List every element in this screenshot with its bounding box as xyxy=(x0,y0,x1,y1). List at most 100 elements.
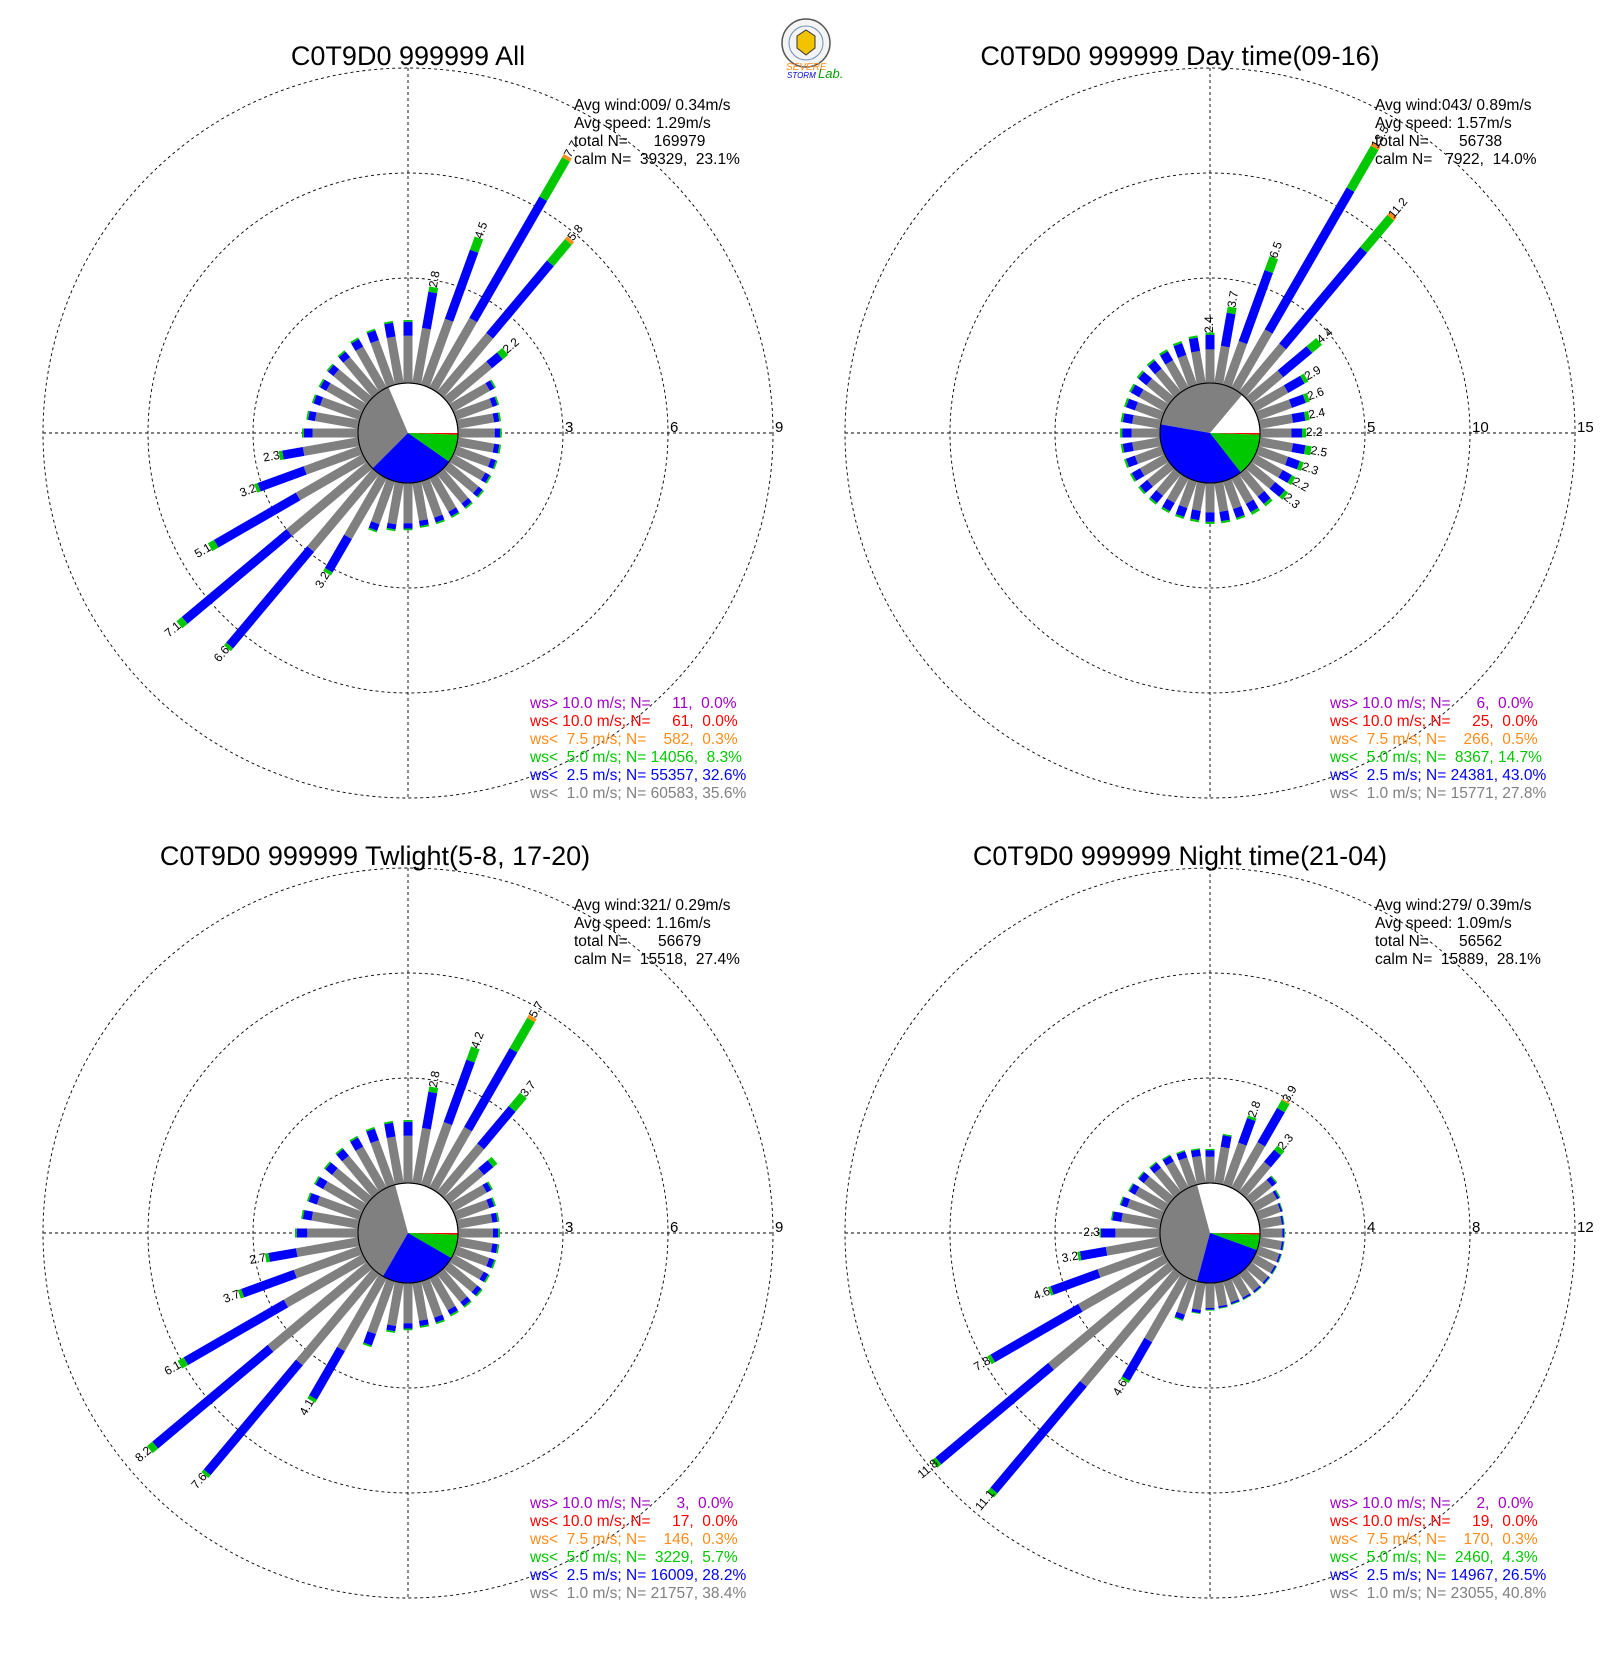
legend-entry: ws< 1.0 m/s; N= 15771, 27.8% xyxy=(1329,785,1546,802)
ring-label: 6 xyxy=(670,419,678,436)
bar-segment xyxy=(320,397,363,421)
stat-line: Avg speed: 1.16m/s xyxy=(574,915,711,932)
bar-segment xyxy=(448,507,459,517)
bar-segment xyxy=(1129,1183,1140,1195)
bar-segment xyxy=(1079,1268,1182,1387)
bar-segment xyxy=(1191,1308,1201,1314)
pie-border xyxy=(1159,1182,1261,1284)
direction-bar-60 xyxy=(449,379,496,412)
bar-segment xyxy=(449,1254,484,1280)
pie-slice xyxy=(408,1233,458,1235)
direction-bar-220: 7.6 xyxy=(188,1268,380,1492)
bar-segment xyxy=(387,1281,404,1327)
pie-slice xyxy=(1210,1233,1260,1235)
pie-slice xyxy=(1197,1233,1257,1283)
bar-segment xyxy=(278,450,284,461)
bar-segment xyxy=(461,497,472,508)
bar-segment xyxy=(307,468,380,552)
bar-segment xyxy=(497,347,509,360)
bar-segment xyxy=(308,1193,320,1205)
bar-segment xyxy=(449,454,486,481)
ring-label: 4 xyxy=(1367,1219,1375,1236)
bar-segment xyxy=(1222,341,1248,388)
legend-entry: ws< 5.0 m/s; N= 2460, 4.3% xyxy=(1329,1549,1538,1566)
bar-value-label: 2.4 xyxy=(1202,316,1216,333)
direction-bar-240: 7.8 xyxy=(971,1254,1169,1374)
bar-segment xyxy=(443,1261,478,1293)
bar-segment xyxy=(203,1359,303,1476)
direction-bar-10: 3.7 xyxy=(1214,289,1241,385)
bar-segment xyxy=(492,460,498,470)
bar-segment xyxy=(456,437,495,453)
bar-segment xyxy=(1162,498,1175,512)
direction-bar-350 xyxy=(383,320,404,385)
direction-bar-190 xyxy=(1189,481,1206,523)
bar-segment xyxy=(1079,1246,1108,1261)
direction-bar-290 xyxy=(306,1192,363,1221)
bar-segment xyxy=(456,1213,493,1229)
bar-segment xyxy=(1230,1299,1240,1305)
bar-segment xyxy=(412,327,431,385)
direction-bar-200 xyxy=(362,1278,396,1348)
direction-bar-190 xyxy=(386,481,404,532)
bar-segment xyxy=(1254,1286,1262,1294)
pie-slice xyxy=(357,386,408,469)
chart-title: C0T9D0 999999 Night time(21-04) xyxy=(973,841,1387,871)
bar-segment xyxy=(177,1357,189,1369)
direction-bar-280 xyxy=(301,1209,360,1229)
bar-segment xyxy=(487,458,496,469)
bar-value-label: 2.7 xyxy=(248,1250,267,1267)
bar-segment xyxy=(386,336,404,385)
bar-value-label: 3.2 xyxy=(1061,1248,1080,1265)
bar-segment xyxy=(450,1310,459,1317)
bar-segment xyxy=(176,616,188,629)
bar-value-label: 2.8 xyxy=(1245,1099,1264,1120)
bar-segment xyxy=(1139,454,1169,477)
pie-slice xyxy=(383,1233,452,1283)
bar-segment xyxy=(1123,398,1130,408)
bar-segment xyxy=(386,1324,397,1332)
bar-segment xyxy=(472,486,483,497)
bar-value-label: 4.2 xyxy=(468,1030,487,1051)
pie-border xyxy=(1159,382,1261,484)
bar-segment xyxy=(1160,351,1174,365)
direction-bar-310 xyxy=(326,363,373,405)
bar-segment xyxy=(181,529,293,624)
legend-entry: ws< 1.0 m/s; N= 60583, 35.6% xyxy=(529,785,746,802)
bar-segment xyxy=(1258,1237,1282,1250)
bar-segment xyxy=(449,383,490,412)
direction-bar-300 xyxy=(313,1176,367,1212)
stat-line: calm N= 39329, 23.1% xyxy=(574,151,740,168)
direction-bar-340 xyxy=(1172,341,1198,388)
direction-bar-170 xyxy=(412,481,430,528)
bar-segment xyxy=(267,1261,373,1352)
bar-segment xyxy=(421,291,438,330)
bar-value-label: 3.7 xyxy=(1224,289,1241,308)
direction-bar-10 xyxy=(1214,1133,1232,1185)
bar-segment xyxy=(362,1342,372,1348)
bar-segment xyxy=(1097,1245,1165,1278)
direction-bar-310 xyxy=(1136,370,1175,405)
ring-label: 12 xyxy=(1577,1219,1594,1236)
bar-segment xyxy=(412,481,428,521)
bar-segment xyxy=(1257,1107,1285,1147)
bar-segment xyxy=(1300,373,1309,384)
bar-segment xyxy=(1276,1253,1282,1263)
bar-segment xyxy=(1122,1337,1153,1381)
bar-segment xyxy=(485,380,495,391)
direction-bar-160 xyxy=(1222,478,1246,521)
bar-segment xyxy=(1148,497,1158,505)
bar-segment xyxy=(1172,341,1183,347)
direction-bar-250: 4.6 xyxy=(1032,1245,1165,1303)
bar-segment xyxy=(412,1127,431,1185)
bar-segment xyxy=(286,461,373,537)
direction-bar-70 xyxy=(453,396,500,421)
direction-bar-220: 6.6 xyxy=(211,468,380,665)
bar-segment xyxy=(302,437,360,456)
bar-segment xyxy=(386,1136,404,1185)
bar-segment xyxy=(1139,479,1153,493)
bar-segment xyxy=(349,1135,359,1142)
windrose-panel-all: 3 6 92.84.57.75.82.23.26.67.15.13.22.3C0T9… xyxy=(42,41,783,802)
direction-bar-310 xyxy=(323,1161,373,1205)
direction-bar-20: 2.8 xyxy=(1222,1099,1264,1188)
